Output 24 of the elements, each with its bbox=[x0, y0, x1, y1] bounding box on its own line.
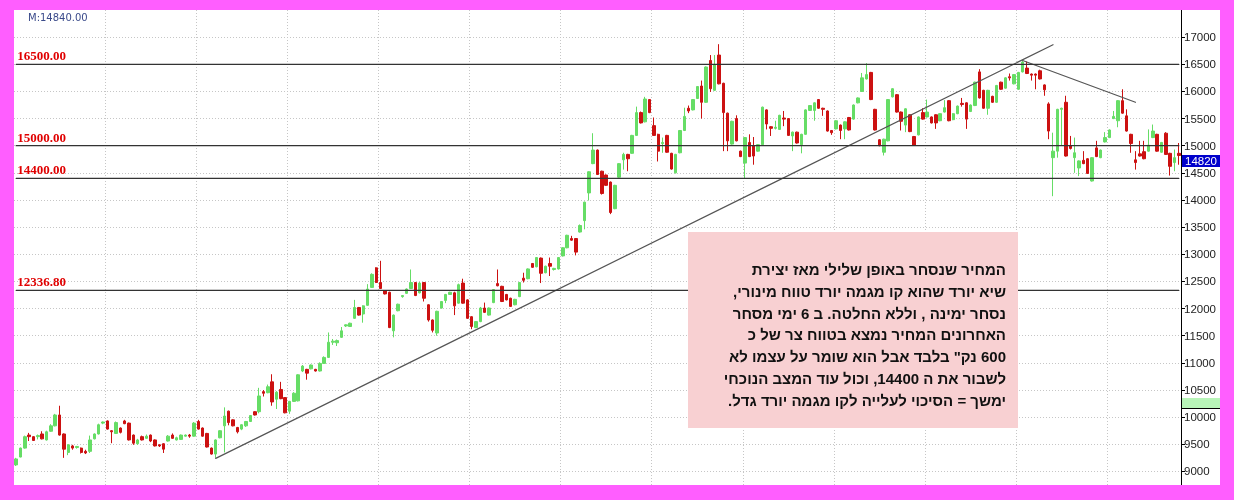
y-tick-label: 10000 bbox=[1184, 411, 1216, 424]
y-tick-label: 9500 bbox=[1184, 438, 1210, 451]
y-tick-label: 12500 bbox=[1184, 275, 1216, 288]
y-tick-label: 14000 bbox=[1184, 194, 1216, 206]
series-label: 14400.00 bbox=[17, 162, 66, 178]
y-tick-label: 12000 bbox=[1184, 302, 1216, 315]
y-tick-label: 10500 bbox=[1184, 384, 1216, 396]
y-tick-label: 11000 bbox=[1184, 356, 1216, 369]
y-tick-label: 17000 bbox=[1184, 31, 1216, 44]
y-tick-label: 13000 bbox=[1184, 248, 1216, 261]
annotation: המחיר שנסחר באופן שלילי מאז יצירת שיא יורד שהוא קו מגמה יורד טווח מינורי, נסחר ימינה , וללא החלטה. ב 6 ימי מסחר האחרונים המחיר נמצא בטווח צר של כ 600 נק" בלבד אבל הוא שומר על עצמו לא לשבור את ה 14400, וכול עוד המצב הנוכחי ימשך = הסיכוי לעלייה לקו מגמה יורד גדל. bbox=[723, 260, 1006, 411]
series-label: 16500.00 bbox=[17, 48, 66, 64]
series-label: 15000.00 bbox=[17, 129, 66, 145]
y-tick-label: 16000 bbox=[1184, 85, 1216, 98]
series-label: 12336.80 bbox=[17, 274, 66, 290]
y-tick-label: 15500 bbox=[1184, 112, 1216, 125]
y-tick-label: 11500 bbox=[1184, 329, 1216, 342]
text: 14820 bbox=[1182, 155, 1220, 167]
y-tick-label: 9000 bbox=[1184, 465, 1210, 478]
y-tick-label: 16500 bbox=[1184, 58, 1216, 71]
y-tick-label: 14500 bbox=[1184, 166, 1216, 179]
y-tick-label: 13500 bbox=[1184, 221, 1216, 234]
annotation: M:14840.00 bbox=[28, 12, 88, 23]
y-tick-label: 15000 bbox=[1184, 139, 1216, 152]
